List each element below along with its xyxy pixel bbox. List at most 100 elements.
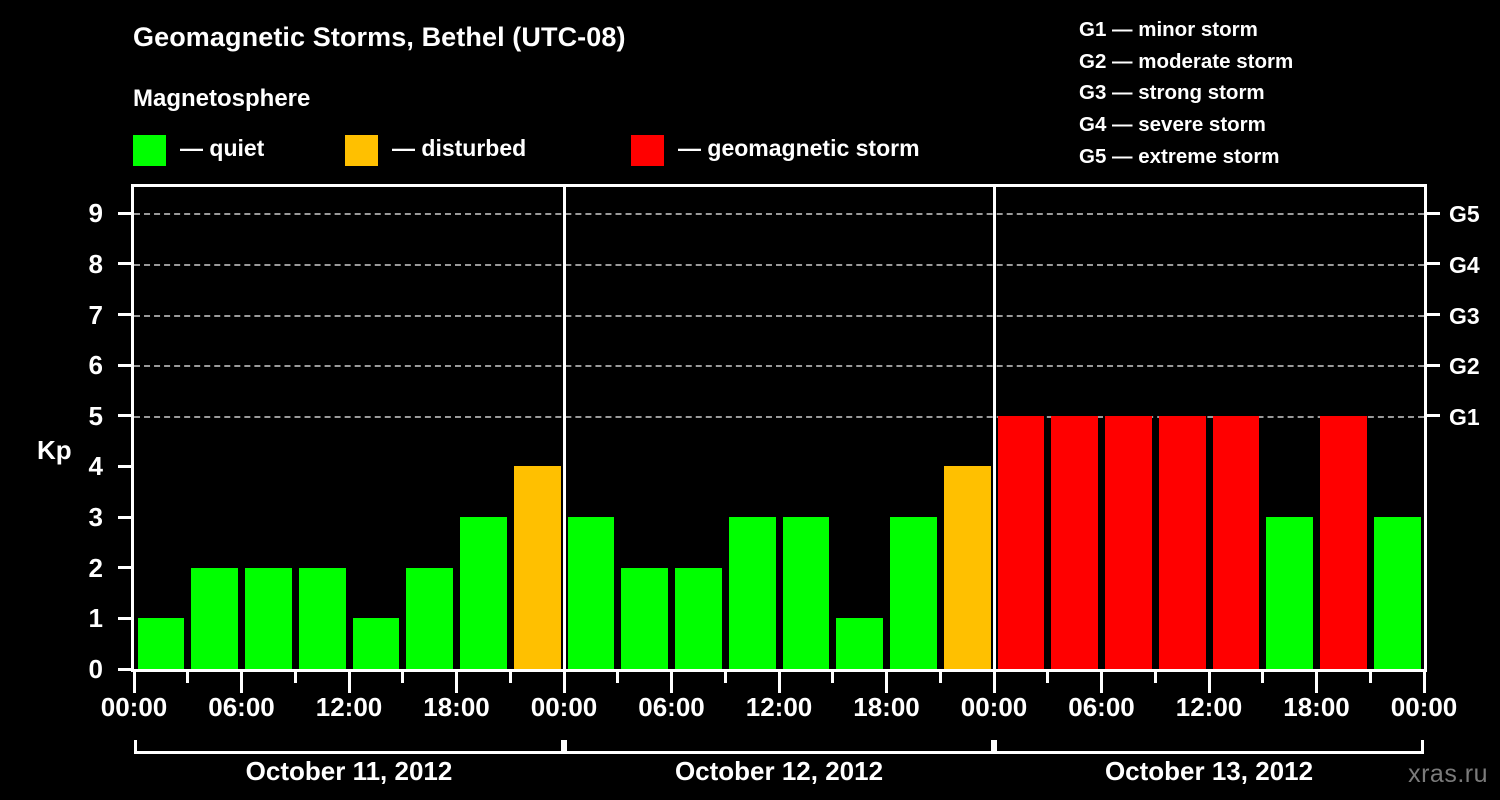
x-tick-major [347,672,351,693]
day-bracket [564,740,994,754]
g-scale-legend-row-5: G5 — extreme storm [1079,144,1280,168]
x-tick-minor [1261,672,1265,683]
x-tick-minor [293,672,297,683]
bar [460,517,507,669]
bar [1266,517,1313,669]
x-tick-major [240,672,243,693]
x-tick-major [885,672,888,693]
disturbed-swatch [345,135,378,166]
g-tick-mark [1427,414,1440,418]
y-tick-mark [118,414,131,418]
x-tick-label: 00:00 [530,692,598,722]
x-tick-label: 12:00 [1175,692,1243,722]
bar [245,567,292,669]
day-separator [992,187,996,669]
bar [943,466,991,669]
gridline-kp-7 [134,314,1424,317]
bar [1373,517,1421,669]
bar [728,517,776,669]
y-tick-mark [118,464,131,468]
bar [137,618,185,669]
y-tick-label: 3 [88,502,103,533]
bar [1212,415,1260,669]
bar [621,567,668,669]
y-tick-mark [118,515,131,519]
x-tick-label: 00:00 [960,692,1028,722]
bar [1051,415,1098,669]
day-label: October 13, 2012 [1104,756,1314,786]
g-tick-mark [1427,313,1440,317]
x-tick-minor [616,672,620,683]
g-tick-label: G4 [1449,251,1480,278]
x-tick-minor [508,672,512,683]
y-tick-label: 6 [88,350,103,381]
g-tick-mark [1427,363,1440,367]
x-tick-minor [723,672,727,683]
y-axis-label: Kp [37,435,72,466]
storm-swatch [631,135,664,166]
x-tick-major [1100,672,1103,693]
x-tick-major [562,672,566,693]
x-tick-label: 06:00 [638,692,705,722]
bar [1158,415,1206,669]
g-scale-legend-row-2: G2 — moderate storm [1079,49,1294,73]
x-tick-label: 12:00 [745,692,813,722]
y-tick-mark [118,667,131,671]
bar [782,517,830,669]
day-separator [562,187,566,669]
bar [352,618,400,669]
x-tick-major [1315,672,1318,693]
y-tick-mark [118,566,131,570]
y-tick-mark [118,313,131,317]
g-tick-mark [1427,211,1440,215]
gridline-kp-8 [134,263,1424,266]
x-tick-major [992,672,996,693]
g-scale-legend-row-1: G1 — minor storm [1079,18,1258,41]
x-tick-minor [1368,672,1372,683]
gridline-kp-5 [134,415,1424,418]
day-bracket [994,740,1424,754]
y-tick-label: 8 [88,248,103,279]
plot-area [131,184,1427,672]
x-tick-minor [401,672,405,683]
x-tick-minor [186,672,190,683]
x-tick-minor [1153,672,1157,683]
x-tick-major [777,672,781,693]
watermark: xras.ru [1408,760,1488,788]
bar [298,567,346,669]
g-scale-legend-row-4: G4 — severe storm [1079,113,1266,137]
x-tick-label: 06:00 [1068,692,1135,722]
x-tick-minor [938,672,942,683]
bar [675,567,722,669]
gridline-kp-6 [134,365,1424,368]
legend-item-label: — quiet [180,135,265,161]
bar [1320,415,1367,669]
g-tick-mark [1427,262,1440,266]
y-tick-mark [118,211,131,215]
x-tick-label: 18:00 [423,692,490,722]
y-tick-label: 7 [88,299,103,330]
g-scale-legend: G1 — minor storm G2 — moderate storm G3 — … [1079,14,1293,172]
bar [1105,415,1152,669]
quiet-swatch [133,135,166,166]
day-label: October 11, 2012 [245,756,453,786]
x-tick-label: 18:00 [853,692,920,722]
y-tick-label: 5 [88,400,103,431]
x-tick-label: 12:00 [315,692,383,722]
x-tick-major [1422,672,1426,693]
day-bracket [134,740,564,754]
x-tick-minor [1046,672,1050,683]
y-tick-label: 9 [88,198,103,229]
y-tick-label: 0 [88,654,103,684]
legend-item-label: — geomagnetic storm [678,135,920,161]
x-tick-major [1207,672,1211,693]
g-tick-label: G5 [1449,201,1480,228]
legend-item-label: — disturbed [392,135,527,161]
x-tick-minor [831,672,835,683]
x-tick-major [670,672,673,693]
y-tick-mark [118,262,131,266]
bar [191,567,238,669]
bar-series [134,187,1424,669]
g-tick-label: G1 [1449,403,1480,430]
